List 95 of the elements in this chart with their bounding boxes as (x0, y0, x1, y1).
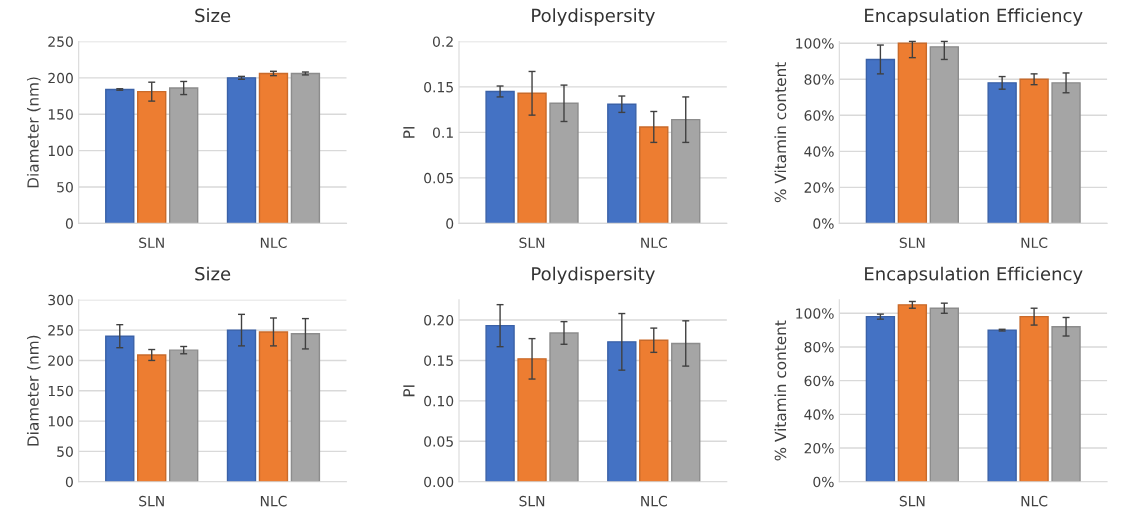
bar (1019, 78, 1049, 224)
x-tick-label: NLC (260, 237, 287, 249)
y-tick-label: 0.05 (424, 172, 453, 184)
x-tick-label: SLN (899, 495, 925, 507)
bar (226, 77, 257, 224)
bar (168, 349, 199, 482)
y-tick-label: 80% (804, 74, 834, 85)
bar (1019, 315, 1049, 482)
y-tick-label: 100% (796, 308, 834, 319)
bar (105, 88, 135, 224)
bar (607, 103, 637, 224)
y-axis-title: Diameter (nm) (26, 77, 41, 188)
y-tick-label: 50 (57, 446, 73, 457)
y-tick-label: 0.2 (432, 36, 453, 47)
bar (987, 329, 1017, 482)
bar (865, 315, 896, 482)
x-tick-label: NLC (641, 495, 667, 507)
y-tick-label: 250 (48, 325, 73, 336)
y-axis-title: Diameter (nm) (26, 335, 41, 446)
chart-title: Size (195, 8, 231, 23)
x-tick-label: SLN (899, 237, 925, 249)
x-tick-label: NLC (641, 237, 667, 249)
y-tick-label: 200 (48, 355, 73, 366)
y-tick-label: 40% (804, 409, 834, 420)
bar (671, 342, 701, 482)
bar (258, 72, 289, 224)
y-tick-label: 0.1 (432, 127, 453, 138)
y-tick-label: 0.15 (424, 81, 453, 93)
y-tick-label: 0.10 (424, 395, 454, 407)
y-tick-label: 80% (804, 341, 834, 353)
chart-title: Polydispersity (532, 266, 655, 285)
y-tick-label: 0.20 (424, 314, 454, 326)
y-tick-label: 150 (48, 385, 73, 397)
chart-title: Encapsulation Efficiency (865, 266, 1083, 285)
chart-title: Encapsulation Efficiency (865, 8, 1083, 26)
y-tick-label: 60% (804, 110, 834, 121)
y-tick-label: 0 (65, 476, 73, 488)
bar (639, 339, 669, 482)
bar (517, 358, 547, 482)
bar (1051, 326, 1081, 482)
y-tick-label: 200 (48, 72, 73, 84)
bar (897, 304, 928, 482)
y-tick-label: 0 (446, 218, 454, 229)
y-tick-label: 20% (804, 182, 834, 193)
y-tick-label: 0.15 (424, 355, 453, 366)
bar (929, 46, 960, 224)
bar (137, 90, 167, 224)
y-tick-label: 60% (804, 375, 834, 387)
bar (485, 90, 515, 224)
x-tick-label: SLN (139, 237, 164, 249)
y-tick-label: 150 (48, 109, 73, 120)
y-tick-label: 250 (48, 36, 73, 47)
y-tick-label: 0 (65, 218, 73, 229)
chart-title: Polydispersity (532, 8, 655, 26)
bar (897, 42, 928, 224)
x-tick-label: NLC (1021, 237, 1048, 249)
bar (929, 307, 960, 482)
y-axis-title: PI (403, 127, 415, 138)
bar (137, 354, 167, 482)
y-tick-label: 20% (804, 443, 834, 454)
bar (485, 324, 515, 482)
bar (258, 331, 289, 482)
x-tick-label: NLC (260, 495, 287, 507)
x-tick-label: SLN (519, 495, 545, 507)
y-tick-label: 0.05 (424, 436, 453, 447)
bar (549, 332, 579, 482)
bar (290, 333, 321, 482)
y-axis-title: PI (403, 385, 415, 397)
y-tick-label: 0% (813, 218, 834, 229)
bar (105, 335, 135, 482)
bar (1051, 82, 1081, 224)
y-tick-label: 0.00 (424, 476, 454, 488)
bar (226, 329, 257, 482)
bar (607, 341, 637, 482)
y-tick-label: 100 (48, 145, 73, 157)
bar (639, 126, 669, 224)
y-tick-label: 100 (48, 416, 73, 427)
bar (517, 92, 547, 224)
y-tick-label: 100% (796, 38, 834, 49)
y-axis-title: % Vitamin content (774, 62, 787, 203)
y-tick-label: 300 (48, 294, 73, 306)
bar (671, 118, 701, 224)
y-tick-label: 50 (57, 181, 73, 193)
chart-title: Size (195, 266, 231, 281)
y-tick-label: 40% (804, 146, 834, 157)
bar (168, 87, 199, 224)
x-tick-label: SLN (139, 495, 164, 507)
x-tick-label: NLC (1021, 495, 1048, 507)
bar (865, 58, 896, 224)
bar (549, 102, 579, 224)
bar (290, 72, 321, 224)
bar (987, 82, 1017, 224)
y-tick-label: 0% (813, 476, 834, 488)
x-tick-label: SLN (519, 237, 545, 249)
y-axis-title: % Vitamin content (774, 320, 787, 461)
